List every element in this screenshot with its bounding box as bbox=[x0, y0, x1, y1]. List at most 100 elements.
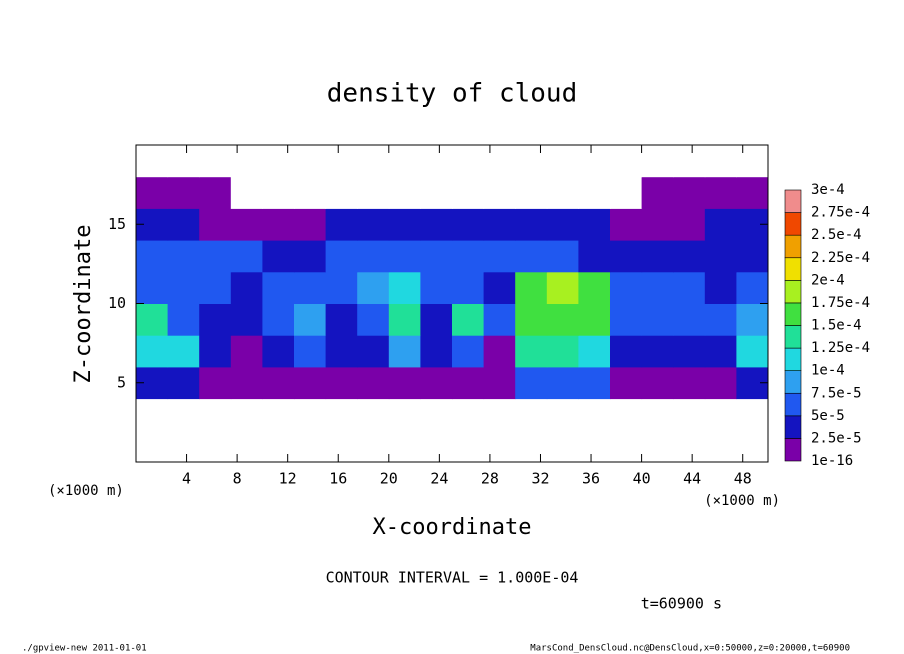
heat-cell bbox=[515, 303, 548, 336]
colorbar-label: 3e-4 bbox=[811, 182, 845, 198]
heat-cell bbox=[736, 303, 769, 336]
heat-cell bbox=[452, 303, 485, 336]
heat-cell bbox=[230, 366, 263, 400]
heat-cell bbox=[136, 335, 169, 368]
colorbar-box bbox=[784, 302, 802, 326]
heat-cell bbox=[704, 176, 737, 209]
heat-cell bbox=[641, 176, 674, 209]
heat-cell bbox=[673, 145, 706, 178]
heat-cell bbox=[515, 366, 548, 400]
x-tick-label: 28 bbox=[481, 470, 499, 488]
heat-cell bbox=[546, 366, 579, 400]
heat-cell bbox=[610, 430, 643, 463]
heat-cell bbox=[388, 303, 421, 336]
heat-cell bbox=[420, 303, 453, 336]
heat-cell bbox=[325, 366, 358, 400]
heat-cell bbox=[515, 176, 548, 209]
heat-cell bbox=[641, 398, 674, 431]
heat-cell bbox=[388, 145, 421, 178]
heat-cell bbox=[546, 303, 579, 336]
heat-cell bbox=[578, 271, 611, 304]
heat-cell bbox=[136, 303, 169, 336]
heat-cell bbox=[388, 208, 421, 241]
x-tick-label: 32 bbox=[531, 470, 549, 488]
heat-cell bbox=[704, 430, 737, 463]
heat-cell bbox=[483, 366, 516, 400]
heat-cell bbox=[388, 271, 421, 304]
heat-cell bbox=[546, 430, 579, 463]
colorbar-label: 1.5e-4 bbox=[811, 318, 862, 334]
colorbar-box bbox=[784, 438, 802, 462]
colorbar-box bbox=[784, 189, 802, 213]
heat-cell bbox=[325, 398, 358, 431]
heat-cell bbox=[610, 303, 643, 336]
heat-cell bbox=[704, 335, 737, 368]
heat-cell bbox=[388, 335, 421, 368]
colorbar-label: 2.5e-4 bbox=[811, 227, 862, 243]
x-tick-label: 24 bbox=[430, 470, 448, 488]
heat-cell bbox=[515, 208, 548, 241]
heat-cell bbox=[704, 366, 737, 400]
heat-cell bbox=[262, 271, 295, 304]
heat-cell bbox=[420, 240, 453, 273]
heat-cell bbox=[262, 176, 295, 209]
heat-cell bbox=[199, 271, 232, 304]
heat-cell bbox=[546, 208, 579, 241]
heat-cell bbox=[736, 430, 769, 463]
heat-cell bbox=[610, 208, 643, 241]
y-tick-label: 5 bbox=[117, 373, 126, 391]
heat-cell bbox=[641, 145, 674, 178]
heat-cell bbox=[262, 145, 295, 178]
heat-cell bbox=[673, 335, 706, 368]
heat-cell bbox=[610, 176, 643, 209]
heat-cell bbox=[199, 208, 232, 241]
x-unit-label: (×1000 m) bbox=[704, 493, 780, 509]
heat-cell bbox=[673, 430, 706, 463]
heat-cell bbox=[483, 303, 516, 336]
heat-cell bbox=[357, 240, 390, 273]
heat-cell bbox=[262, 240, 295, 273]
heat-cell bbox=[199, 145, 232, 178]
heat-cell bbox=[546, 145, 579, 178]
heat-cell bbox=[641, 430, 674, 463]
heat-cell bbox=[452, 430, 485, 463]
heat-cell bbox=[325, 335, 358, 368]
heat-cell bbox=[420, 176, 453, 209]
heat-cell bbox=[420, 271, 453, 304]
x-tick-label: 48 bbox=[734, 470, 752, 488]
heat-cell bbox=[736, 176, 769, 209]
heat-cell bbox=[136, 145, 169, 178]
contour-note: CONTOUR INTERVAL = 1.000E-04 bbox=[326, 569, 579, 587]
heat-cell bbox=[294, 176, 327, 209]
heat-cell bbox=[357, 398, 390, 431]
x-tick-label: 16 bbox=[329, 470, 347, 488]
heat-cell bbox=[673, 271, 706, 304]
heat-cell bbox=[673, 398, 706, 431]
heat-cell bbox=[294, 335, 327, 368]
colorbar-label: 1.75e-4 bbox=[811, 295, 870, 311]
heat-cell bbox=[452, 208, 485, 241]
heat-cell bbox=[641, 335, 674, 368]
heat-cell bbox=[673, 176, 706, 209]
heat-cell bbox=[515, 398, 548, 431]
heat-cell bbox=[610, 271, 643, 304]
heat-cell bbox=[641, 271, 674, 304]
heat-cell bbox=[294, 366, 327, 400]
chart-title: density of cloud bbox=[327, 79, 577, 109]
heat-cell bbox=[262, 208, 295, 241]
colorbar-box bbox=[784, 347, 802, 371]
heat-cell bbox=[357, 176, 390, 209]
heat-cell bbox=[673, 240, 706, 273]
heat-cell bbox=[136, 398, 169, 431]
heat-cell bbox=[230, 335, 263, 368]
colorbar-label: 1e-16 bbox=[811, 453, 853, 469]
heat-cell bbox=[136, 176, 169, 209]
heat-cell bbox=[357, 366, 390, 400]
heat-cell bbox=[483, 430, 516, 463]
heat-cell bbox=[452, 271, 485, 304]
heat-cell bbox=[578, 208, 611, 241]
heat-cell bbox=[325, 208, 358, 241]
heat-cell bbox=[357, 430, 390, 463]
colorbar-label: 2.5e-5 bbox=[811, 430, 862, 446]
